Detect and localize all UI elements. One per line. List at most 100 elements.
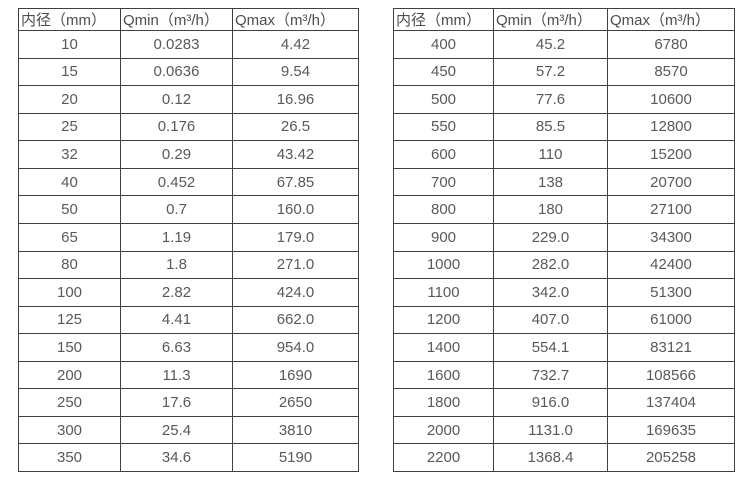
- table-cell: 0.7: [120, 195, 233, 224]
- header-row: 内径（mm） Qmin（m³/h） Qmax（m³/h）: [18, 8, 359, 31]
- table-row: 1200 407.0 61000: [393, 305, 735, 335]
- flow-spec-table-large-diameters: 内径（mm） Qmin（m³/h） Qmax（m³/h） 400 45.2 6780…: [393, 8, 735, 472]
- table-cell: 77.6: [493, 85, 608, 114]
- table-cell: 169635: [607, 415, 735, 445]
- table-cell: 125: [18, 305, 121, 335]
- table-row: 700 138 20700: [393, 167, 735, 197]
- table-cell: 10: [18, 30, 121, 59]
- table-cell: 10600: [607, 85, 735, 114]
- table-row: 600 110 15200: [393, 140, 735, 169]
- table-cell: 9.54: [232, 57, 359, 87]
- table-row: 1400 554.1 83121: [393, 333, 735, 362]
- col-header-qmax: Qmax（m³/h）: [607, 8, 735, 31]
- table-cell: 110: [493, 140, 608, 169]
- table-cell: 27100: [607, 195, 735, 224]
- table-cell: 2.82: [120, 278, 233, 307]
- table-cell: 0.29: [120, 140, 233, 169]
- table-row: 250 17.6 2650: [18, 388, 359, 417]
- table-cell: 20: [18, 85, 121, 114]
- table-cell: 0.452: [120, 167, 233, 197]
- table-cell: 1368.4: [493, 443, 608, 472]
- table-cell: 800: [393, 195, 494, 224]
- table-row: 20 0.12 16.96: [18, 85, 359, 114]
- table-cell: 34300: [607, 222, 735, 252]
- table-row: 80 1.8 271.0: [18, 250, 359, 280]
- table-cell: 954.0: [232, 333, 359, 362]
- table-cell: 2000: [393, 415, 494, 445]
- table-row: 32 0.29 43.42: [18, 140, 359, 169]
- table-cell: 160.0: [232, 195, 359, 224]
- table-cell: 12800: [607, 112, 735, 142]
- table-cell: 25: [18, 112, 121, 142]
- table-cell: 300: [18, 415, 121, 445]
- table-row: 400 45.2 6780: [393, 30, 735, 59]
- table-cell: 2650: [232, 388, 359, 417]
- table-cell: 1.19: [120, 222, 233, 252]
- table-cell: 282.0: [493, 250, 608, 280]
- table-cell: 200: [18, 360, 121, 390]
- table-row: 2200 1368.4 205258: [393, 443, 735, 472]
- table-row: 10 0.0283 4.42: [18, 30, 359, 59]
- table-row: 300 25.4 3810: [18, 415, 359, 445]
- table-cell: 34.6: [120, 443, 233, 472]
- col-header-inner-diameter: 内径（mm）: [18, 8, 121, 31]
- table-row: 900 229.0 34300: [393, 222, 735, 252]
- table-cell: 43.42: [232, 140, 359, 169]
- table-cell: 1.8: [120, 250, 233, 280]
- table-cell: 5190: [232, 443, 359, 472]
- table-cell: 25.4: [120, 415, 233, 445]
- table-cell: 916.0: [493, 388, 608, 417]
- table-cell: 42400: [607, 250, 735, 280]
- table-cell: 17.6: [120, 388, 233, 417]
- table-cell: 1800: [393, 388, 494, 417]
- table-cell: 700: [393, 167, 494, 197]
- table-row: 350 34.6 5190: [18, 443, 359, 472]
- table-row: 100 2.82 424.0: [18, 278, 359, 307]
- table-cell: 229.0: [493, 222, 608, 252]
- table-cell: 407.0: [493, 305, 608, 335]
- table-cell: 15: [18, 57, 121, 87]
- table-row: 200 11.3 1690: [18, 360, 359, 390]
- table-row: 25 0.176 26.5: [18, 112, 359, 142]
- table-cell: 67.85: [232, 167, 359, 197]
- table-cell: 554.1: [493, 333, 608, 362]
- table-row: 15 0.0636 9.54: [18, 57, 359, 87]
- table-cell: 450: [393, 57, 494, 87]
- table-row: 65 1.19 179.0: [18, 222, 359, 252]
- col-header-qmax: Qmax（m³/h）: [232, 8, 359, 31]
- table-cell: 20700: [607, 167, 735, 197]
- table-cell: 250: [18, 388, 121, 417]
- table-cell: 0.0283: [120, 30, 233, 59]
- table-cell: 180: [493, 195, 608, 224]
- table-cell: 8570: [607, 57, 735, 87]
- table-cell: 6.63: [120, 333, 233, 362]
- table-cell: 4.42: [232, 30, 359, 59]
- table-cell: 11.3: [120, 360, 233, 390]
- table-cell: 4.41: [120, 305, 233, 335]
- table-cell: 600: [393, 140, 494, 169]
- table-cell: 108566: [607, 360, 735, 390]
- table-cell: 0.176: [120, 112, 233, 142]
- table-cell: 61000: [607, 305, 735, 335]
- table-row: 1100 342.0 51300: [393, 278, 735, 307]
- table-cell: 50: [18, 195, 121, 224]
- table-cell: 80: [18, 250, 121, 280]
- table-header: 内径（mm） Qmin（m³/h） Qmax（m³/h）: [18, 8, 359, 31]
- table-header: 内径（mm） Qmin（m³/h） Qmax（m³/h）: [393, 8, 735, 31]
- table-cell: 342.0: [493, 278, 608, 307]
- table-row: 1600 732.7 108566: [393, 360, 735, 390]
- table-cell: 85.5: [493, 112, 608, 142]
- table-cell: 0.0636: [120, 57, 233, 87]
- table-row: 40 0.452 67.85: [18, 167, 359, 197]
- table-row: 2000 1131.0 169635: [393, 415, 735, 445]
- table-row: 500 77.6 10600: [393, 85, 735, 114]
- table-body: 400 45.2 6780 450 57.2 8570 500 77.6 10600 550 85.…: [393, 30, 735, 472]
- table-cell: 1690: [232, 360, 359, 390]
- table-cell: 500: [393, 85, 494, 114]
- table-cell: 179.0: [232, 222, 359, 252]
- table-cell: 550: [393, 112, 494, 142]
- table-cell: 732.7: [493, 360, 608, 390]
- table-cell: 2200: [393, 443, 494, 472]
- col-header-inner-diameter: 内径（mm）: [393, 8, 494, 31]
